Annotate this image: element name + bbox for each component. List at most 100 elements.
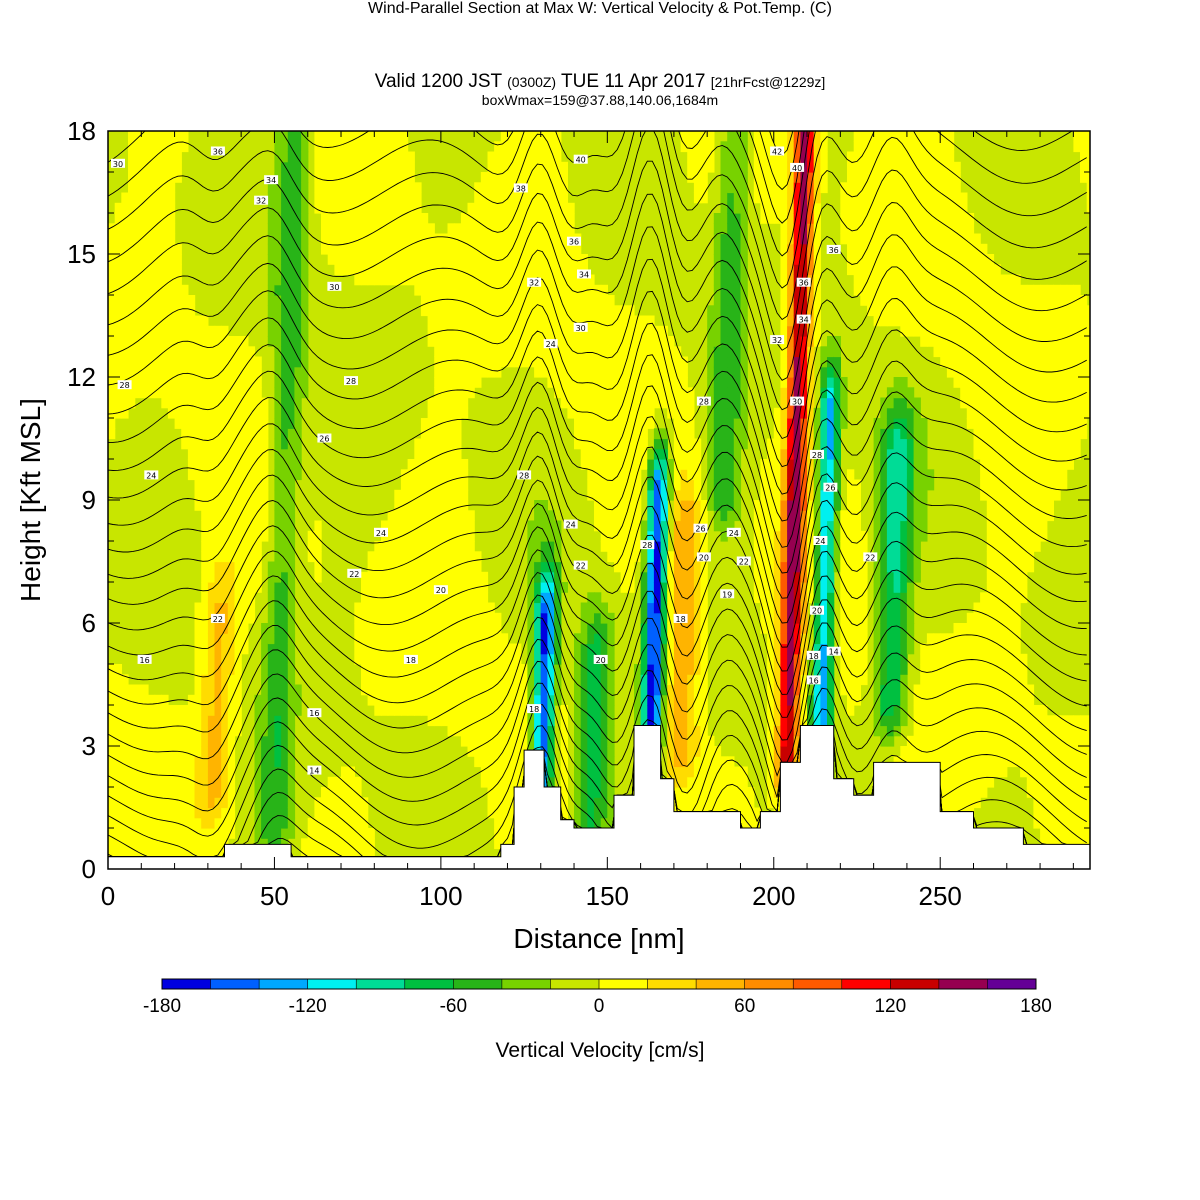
w-cell bbox=[767, 202, 775, 214]
w-cell bbox=[880, 284, 888, 296]
w-cell bbox=[527, 612, 535, 624]
w-cell bbox=[214, 561, 222, 573]
w-cell bbox=[680, 643, 688, 655]
w-cell bbox=[740, 182, 748, 194]
w-cell bbox=[680, 735, 688, 747]
w-cell bbox=[427, 551, 435, 563]
w-cell bbox=[540, 233, 548, 245]
w-cell bbox=[587, 479, 595, 491]
w-cell bbox=[687, 407, 695, 419]
w-cell bbox=[500, 674, 509, 686]
w-cell bbox=[813, 664, 821, 675]
w-cell bbox=[121, 397, 129, 409]
w-cell bbox=[534, 715, 542, 727]
w-cell bbox=[873, 705, 881, 716]
w-cell bbox=[807, 202, 815, 214]
w-cell bbox=[554, 571, 562, 583]
w-cell bbox=[653, 356, 662, 368]
w-cell bbox=[700, 592, 708, 604]
w-cell bbox=[361, 151, 369, 163]
w-cell bbox=[474, 612, 482, 624]
w-cell bbox=[647, 643, 655, 655]
w-cell bbox=[407, 254, 415, 265]
w-cell bbox=[128, 305, 136, 317]
w-cell bbox=[367, 561, 375, 573]
w-cell bbox=[281, 284, 289, 296]
w-cell bbox=[793, 284, 801, 296]
w-cell bbox=[800, 233, 808, 245]
w-cell bbox=[367, 223, 375, 235]
w-cell bbox=[673, 766, 682, 778]
w-cell bbox=[128, 141, 136, 153]
w-cell bbox=[773, 479, 782, 491]
w-cell bbox=[540, 561, 548, 573]
w-cell bbox=[760, 182, 768, 194]
w-cell bbox=[108, 838, 116, 850]
w-cell bbox=[853, 182, 861, 194]
w-cell bbox=[574, 387, 582, 399]
w-cell bbox=[274, 643, 282, 655]
w-cell bbox=[161, 233, 169, 245]
w-cell bbox=[334, 131, 342, 142]
w-cell bbox=[627, 561, 635, 573]
w-cell bbox=[527, 674, 535, 686]
w-cell bbox=[520, 151, 529, 163]
w-cell bbox=[813, 438, 821, 450]
w-cell bbox=[207, 418, 216, 429]
w-cell bbox=[780, 479, 788, 491]
w-cell bbox=[680, 520, 688, 532]
w-cell bbox=[807, 541, 815, 552]
w-cell bbox=[800, 223, 808, 235]
w-cell bbox=[214, 838, 222, 850]
w-cell bbox=[221, 387, 229, 399]
w-cell bbox=[787, 653, 795, 665]
w-cell bbox=[221, 541, 229, 552]
w-cell bbox=[134, 264, 142, 276]
w-cell bbox=[840, 233, 848, 245]
w-cell bbox=[587, 459, 595, 470]
w-cell bbox=[294, 284, 302, 296]
w-cell bbox=[534, 571, 542, 583]
w-cell bbox=[707, 766, 715, 778]
w-cell bbox=[274, 715, 282, 727]
w-cell bbox=[414, 653, 422, 665]
w-cell bbox=[827, 407, 835, 419]
w-cell bbox=[773, 776, 782, 788]
w-cell bbox=[347, 141, 355, 153]
w-cell bbox=[207, 530, 216, 542]
w-cell bbox=[540, 366, 548, 378]
w-cell bbox=[640, 459, 648, 470]
w-cell bbox=[114, 336, 122, 347]
w-cell bbox=[447, 705, 455, 716]
w-cell bbox=[281, 674, 289, 686]
w-cell bbox=[847, 510, 855, 522]
w-cell bbox=[787, 623, 795, 634]
w-cell bbox=[587, 674, 595, 686]
w-cell bbox=[314, 807, 322, 819]
w-cell bbox=[381, 161, 389, 173]
w-cell bbox=[627, 397, 635, 409]
w-cell bbox=[820, 633, 828, 645]
w-cell bbox=[827, 571, 835, 583]
w-cell bbox=[693, 561, 702, 573]
w-cell bbox=[773, 510, 782, 522]
w-cell bbox=[727, 418, 735, 429]
w-cell bbox=[194, 766, 202, 778]
w-cell bbox=[460, 346, 469, 358]
w-cell bbox=[500, 356, 509, 368]
w-cell bbox=[447, 520, 455, 532]
w-cell bbox=[287, 756, 296, 768]
w-cell bbox=[287, 182, 296, 194]
w-cell bbox=[767, 776, 775, 788]
w-cell bbox=[134, 838, 142, 850]
w-cell bbox=[500, 315, 509, 327]
w-cell bbox=[327, 223, 335, 235]
w-cell bbox=[707, 377, 715, 388]
w-cell bbox=[381, 192, 389, 204]
w-cell bbox=[554, 202, 562, 214]
w-cell bbox=[807, 407, 815, 419]
w-cell bbox=[434, 561, 442, 573]
w-cell bbox=[560, 582, 568, 593]
w-cell bbox=[534, 582, 542, 593]
w-cell bbox=[447, 623, 455, 634]
